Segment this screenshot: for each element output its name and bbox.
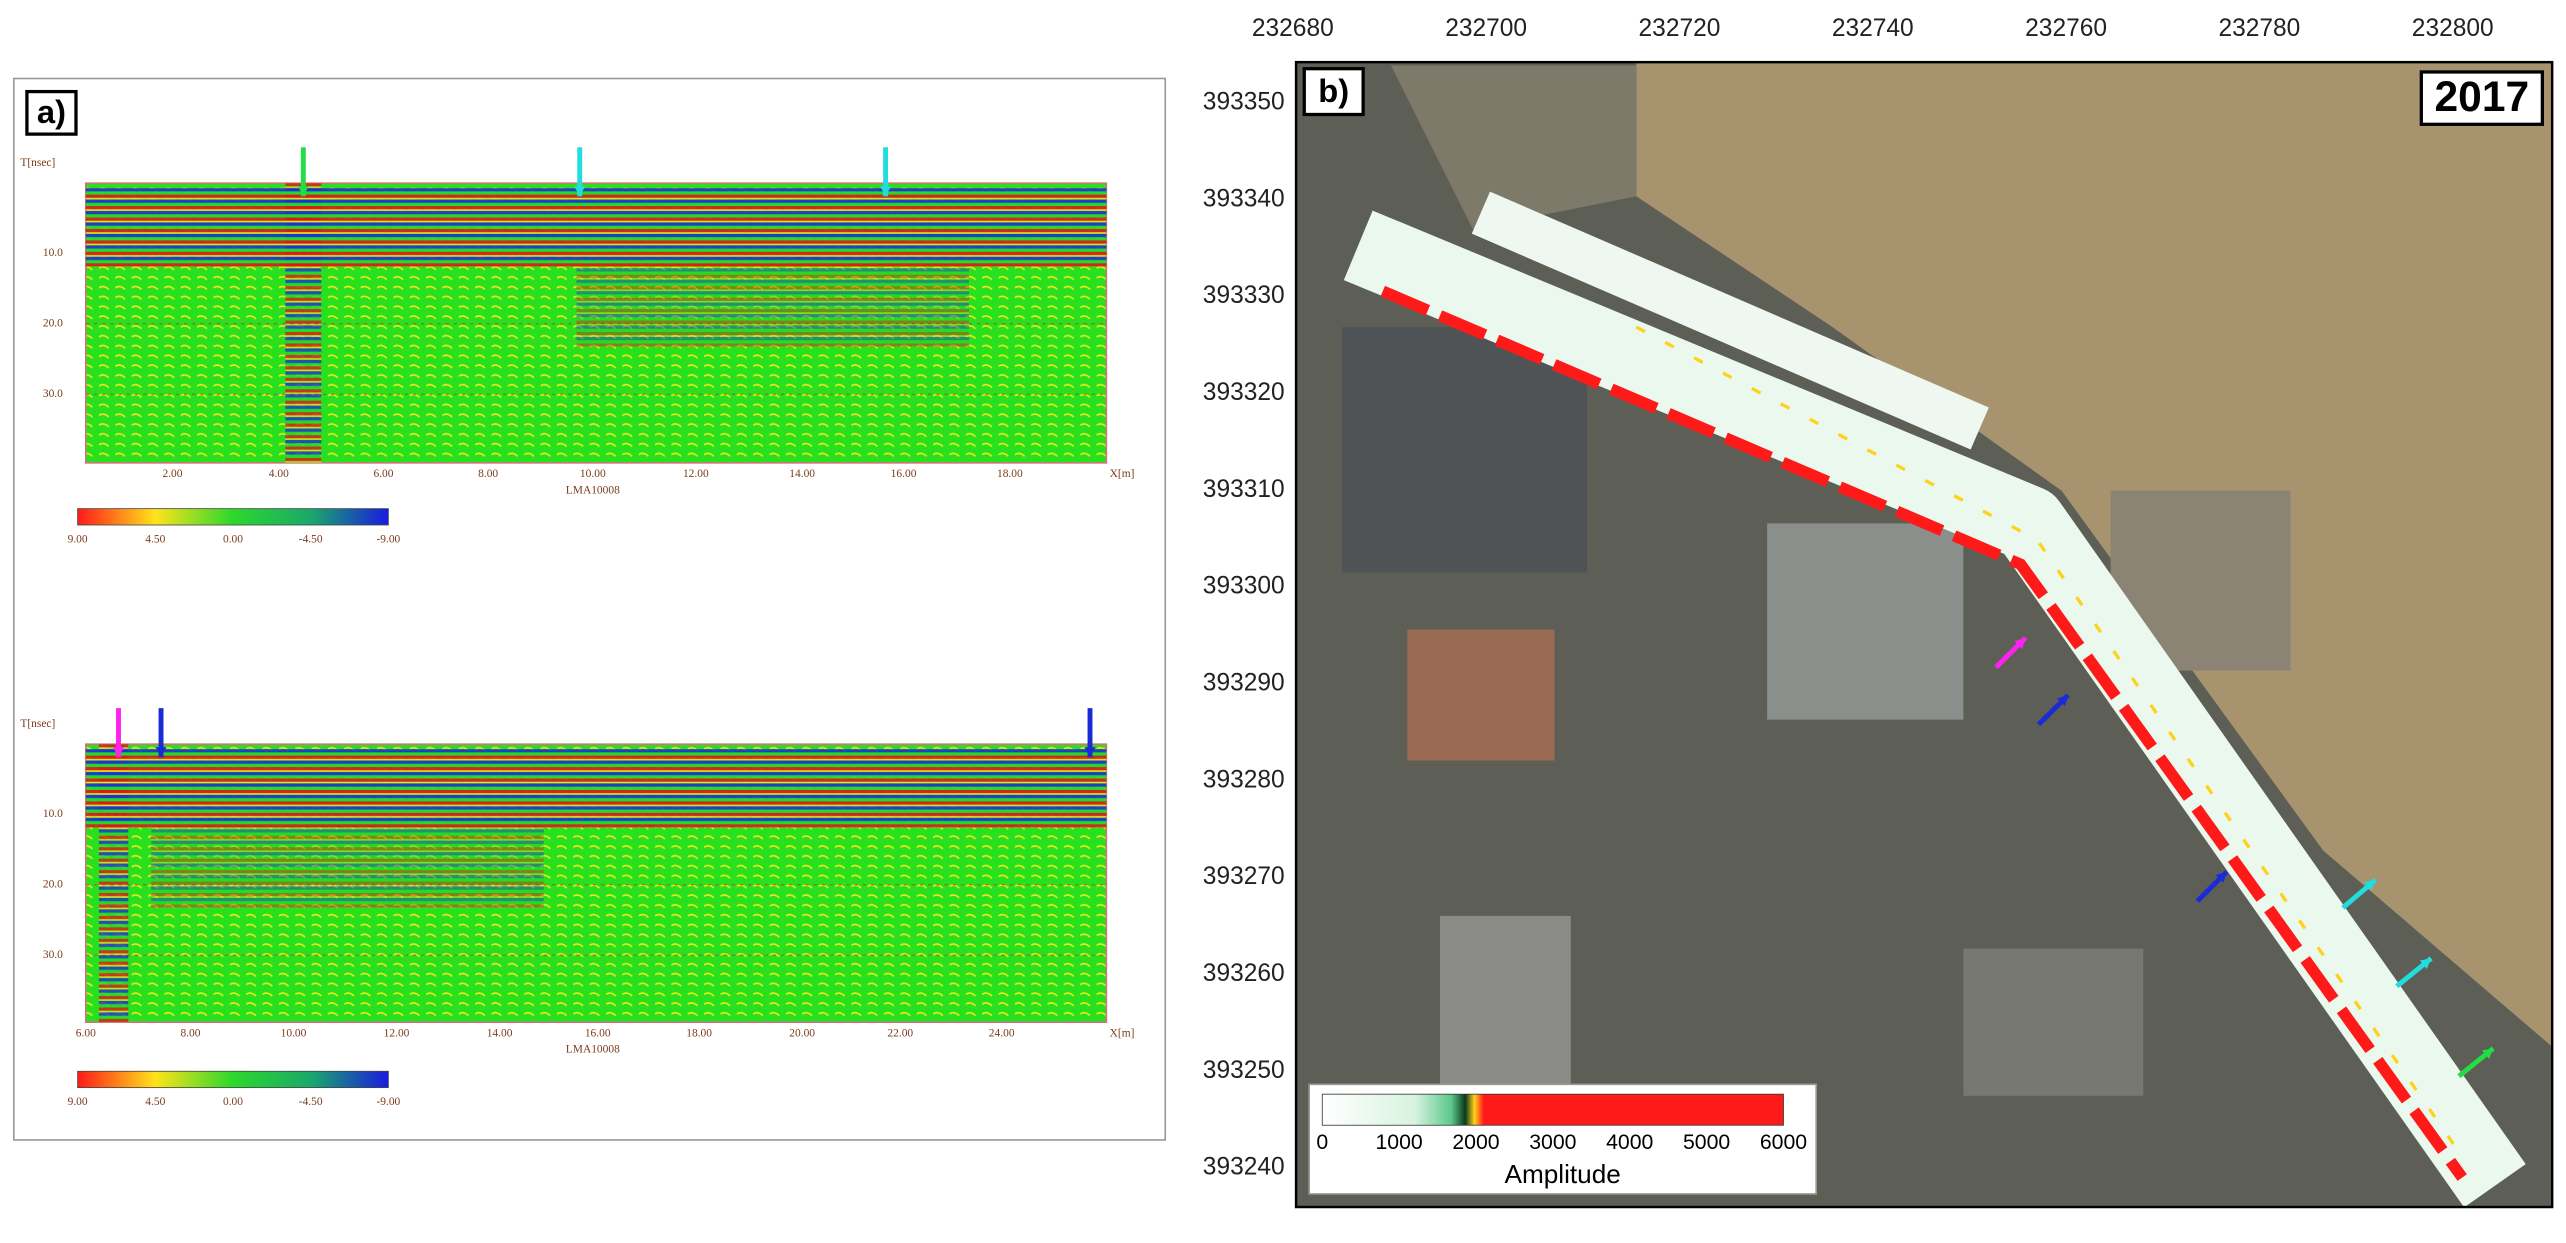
y-tick-label: 20.0 — [43, 878, 63, 890]
colorbar — [77, 1070, 389, 1089]
x-tick-label: 232700 — [1445, 15, 1527, 42]
arrow-head — [2057, 695, 2069, 707]
y-tick-label: 393320 — [1203, 379, 1285, 406]
colorbar-tick-label: 4.50 — [145, 1096, 165, 1108]
x-axis-label: X[m] — [1110, 1027, 1135, 1039]
y-tick-label: 30.0 — [43, 949, 63, 961]
y-axis-label: T[nsec] — [20, 157, 55, 169]
radargram-band — [151, 825, 544, 908]
y-tick-label: 393240 — [1203, 1154, 1285, 1181]
y-tick-label: 393260 — [1203, 960, 1285, 987]
panel-label-box — [25, 89, 78, 136]
legend-tick-label: 1000 — [1375, 1130, 1422, 1154]
colorbar — [77, 508, 389, 526]
legend-tick-label: 2000 — [1452, 1130, 1499, 1154]
x-tick-label: 232760 — [2025, 15, 2107, 42]
y-tick-label: 393250 — [1203, 1057, 1285, 1084]
x-tick-label: 24.00 — [989, 1027, 1015, 1039]
x-tick-label: 8.00 — [180, 1027, 200, 1039]
x-tick-label: 16.00 — [585, 1027, 611, 1039]
legend-title: Amplitude — [1505, 1159, 1621, 1189]
x-tick-label: 18.00 — [686, 1027, 712, 1039]
x-tick-label: 12.00 — [683, 468, 709, 480]
arrow-head — [2419, 958, 2432, 970]
colorbar-tick-label: 9.00 — [68, 1096, 88, 1108]
hyperbola-zone — [98, 744, 129, 1023]
x-tick-label: 232720 — [1639, 15, 1721, 42]
x-tick-label: 232680 — [1252, 15, 1334, 42]
x-tick-label: 232740 — [1832, 15, 1914, 42]
y-tick-label: 30.0 — [43, 388, 63, 400]
y-tick-label: 393300 — [1203, 573, 1285, 600]
legend-tick-label: 0 — [1316, 1130, 1328, 1154]
arrow-head — [2215, 871, 2227, 883]
arrow-head — [2364, 879, 2376, 891]
y-tick-label: 393280 — [1203, 766, 1285, 793]
y-tick-label: 393270 — [1203, 863, 1285, 890]
colorbar-tick-label: -4.50 — [299, 1096, 323, 1108]
legend-tick-label: 6000 — [1760, 1130, 1807, 1154]
x-tick-label: 10.00 — [281, 1027, 307, 1039]
legend-tick-label: 4000 — [1606, 1130, 1653, 1154]
colorbar-tick-label: -9.00 — [376, 1096, 400, 1108]
x-tick-label: 6.00 — [76, 1027, 96, 1039]
x-tick-label: 18.00 — [997, 468, 1023, 480]
x-tick-label: 6.00 — [373, 468, 393, 480]
y-axis-label: T[nsec] — [20, 718, 55, 730]
year-box — [2419, 70, 2544, 126]
radargram-band — [85, 749, 1107, 828]
hyperbola-zone — [285, 183, 322, 463]
panel-label: b) — [1318, 72, 1349, 109]
legend-tick-label: 3000 — [1529, 1130, 1576, 1154]
colorbar-tick-label: 9.00 — [68, 533, 88, 545]
x-tick-label: 12.00 — [384, 1027, 410, 1039]
panel-label: a) — [37, 93, 66, 130]
map — [1294, 60, 2554, 1209]
legend-tick-label: 5000 — [1683, 1130, 1730, 1154]
arrow-head — [2014, 637, 2026, 649]
x-tick-label: 10.00 — [580, 468, 606, 480]
x-tick-label: 22.00 — [887, 1027, 913, 1039]
x-tick-label: 8.00 — [478, 468, 498, 480]
y-tick-label: 10.0 — [43, 808, 63, 820]
legend-colorbar — [1321, 1093, 1784, 1126]
arrow-head — [574, 186, 586, 197]
y-tick-label: 393290 — [1203, 669, 1285, 696]
y-tick-label: 393350 — [1203, 89, 1285, 116]
x-tick-label: 2.00 — [162, 468, 182, 480]
colorbar-tick-label: 0.00 — [223, 533, 243, 545]
year: 2017 — [2435, 74, 2530, 121]
arrow-head — [155, 747, 167, 758]
colorbar-tick-label: 0.00 — [223, 1096, 243, 1108]
y-tick-label: 10.0 — [43, 247, 63, 259]
radargram-band — [576, 264, 969, 347]
y-tick-label: 393330 — [1203, 282, 1285, 309]
radargram-band — [85, 188, 1107, 267]
colorbar-tick-label: -4.50 — [299, 533, 323, 545]
x-tick-label: 4.00 — [269, 468, 289, 480]
x-tick-label: 14.00 — [487, 1027, 513, 1039]
x-tick-label: 14.00 — [789, 468, 815, 480]
arrow-head — [297, 186, 309, 197]
x-tick-label: 232800 — [2412, 15, 2494, 42]
x-tick-label: 16.00 — [891, 468, 917, 480]
arrow-head — [1084, 747, 1096, 758]
colorbar-tick-label: -9.00 — [376, 533, 400, 545]
y-tick-label: 393340 — [1203, 185, 1285, 212]
line-name: LMA10008 — [566, 484, 620, 496]
arrow-head — [113, 747, 124, 758]
x-tick-label: 232780 — [2219, 15, 2301, 42]
x-tick-label: 20.00 — [789, 1027, 815, 1039]
line-name: LMA10008 — [566, 1044, 620, 1056]
y-tick-label: 393310 — [1203, 476, 1285, 503]
y-tick-label: 20.0 — [43, 317, 63, 329]
x-axis-label: X[m] — [1110, 468, 1135, 480]
arrow-head — [2482, 1048, 2494, 1059]
panel-label-box — [1302, 67, 1365, 117]
colorbar-tick-label: 4.50 — [145, 533, 165, 545]
arrow-head — [880, 186, 892, 197]
